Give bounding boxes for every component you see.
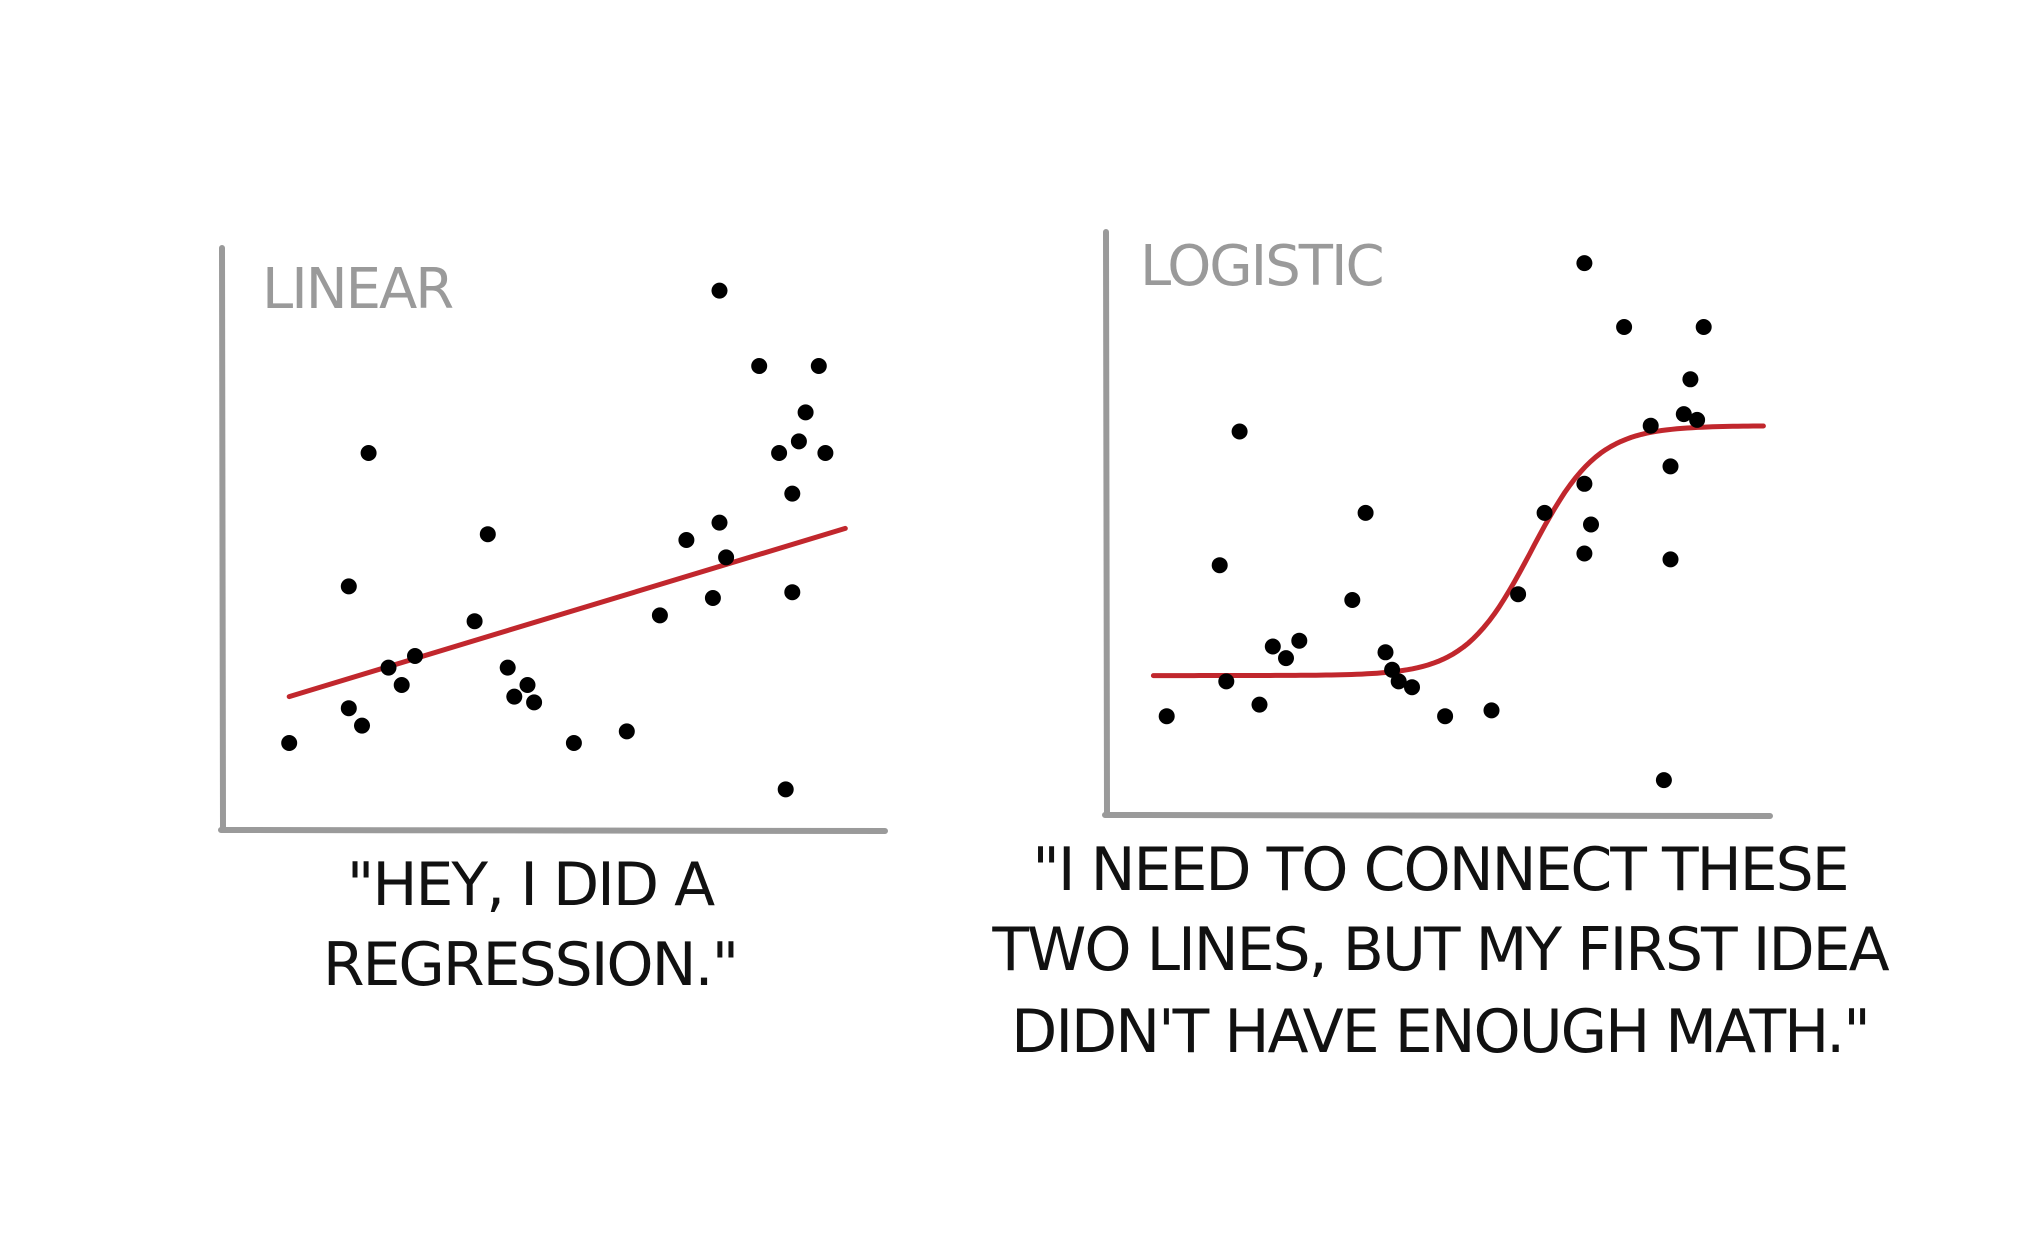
logistic-data-point [1675,406,1692,423]
linear-data-point [407,648,423,664]
logistic-y-axis [1103,229,1110,818]
linear-data-point [618,723,635,740]
logistic-data-point [1695,319,1712,335]
logistic-data-point [1211,557,1228,574]
linear-y-axis [219,245,226,833]
linear-data-point [817,445,834,461]
linear-data-point [718,549,735,566]
linear-data-point [479,526,496,543]
logistic-x-axis [1102,812,1773,819]
logistic-data-point [1682,371,1699,388]
linear-data-point [354,717,370,734]
linear-data-point [360,445,377,461]
logistic-data-point [1576,545,1593,562]
linear-data-point [565,735,582,751]
linear-data-point [466,613,483,630]
linear-data-point [810,358,827,374]
linear-data-point [678,532,695,548]
logistic-data-point [1616,319,1633,335]
logistic-data-point [1510,586,1527,603]
logistic-data-point [1583,516,1599,533]
logistic-data-point [1404,679,1420,696]
logistic-caption-line-3: DIDN'T HAVE ENOUGH MATH." [1011,997,1869,1067]
linear-data-point [711,514,728,531]
logistic-data-point [1264,638,1281,655]
logistic-data-point [1662,551,1679,568]
logistic-data-point [1437,708,1454,725]
logistic-caption-line-1: "I NEED TO CONNECT THESE [1032,835,1847,905]
linear-data-point [340,700,357,717]
logistic-data-point [1384,661,1401,678]
logistic-data-point [1218,673,1235,690]
linear-data-point [784,584,801,601]
linear-data-point [777,781,794,798]
linear-panel-title: LINEAR [262,257,453,322]
linear-data-point [784,485,801,502]
linear-data-point [704,590,721,606]
logistic-data-point [1655,772,1672,789]
linear-data-point [771,445,788,461]
logistic-data-point [1291,632,1308,649]
linear-data-point [790,433,807,450]
linear-caption-line-1: "HEY, I DID A [347,850,715,920]
logistic-data-point [1231,423,1248,440]
logistic-data-point [1576,475,1593,492]
logistic-data-point [1357,504,1374,521]
logistic-panel-title: LOGISTIC [1140,234,1383,299]
linear-data-point [711,282,728,299]
logistic-panel: LOGISTIC "I NEED TO CONNECT THESE TWO LI… [991,229,1892,1067]
linear-data-point [380,659,397,676]
linear-data-point [797,404,814,421]
logistic-data-point [1377,644,1394,661]
linear-caption-line-2: REGRESSION." [323,930,737,1000]
logistic-data-point [1662,458,1679,475]
linear-data-point [506,688,523,705]
logistic-data-point [1158,708,1175,725]
logistic-curve [1150,423,1766,679]
linear-x-axis [218,827,888,834]
linear-panel: LINEAR "HEY, I DID A REGRESSION." [218,245,888,1000]
linear-data-point [393,677,410,693]
logistic-data-points [1158,255,1712,789]
linear-data-point [499,659,516,676]
linear-data-point [519,677,536,693]
logistic-data-point [1344,592,1361,608]
logistic-data-point [1536,504,1553,521]
linear-regression-line [286,525,848,700]
linear-data-point [526,694,543,711]
linear-data-point [651,607,668,624]
logistic-data-point [1483,702,1500,719]
linear-data-points [281,282,834,798]
logistic-data-point [1390,673,1407,690]
linear-data-point [281,735,298,751]
logistic-data-point [1576,255,1593,272]
linear-data-point [751,358,768,374]
logistic-data-point [1689,411,1706,428]
logistic-data-point [1251,696,1268,713]
logistic-data-point [1642,417,1659,434]
logistic-data-point [1278,650,1294,667]
linear-data-point [340,578,357,595]
logistic-caption-line-2: TWO LINES, BUT MY FIRST IDEA [991,915,1889,985]
